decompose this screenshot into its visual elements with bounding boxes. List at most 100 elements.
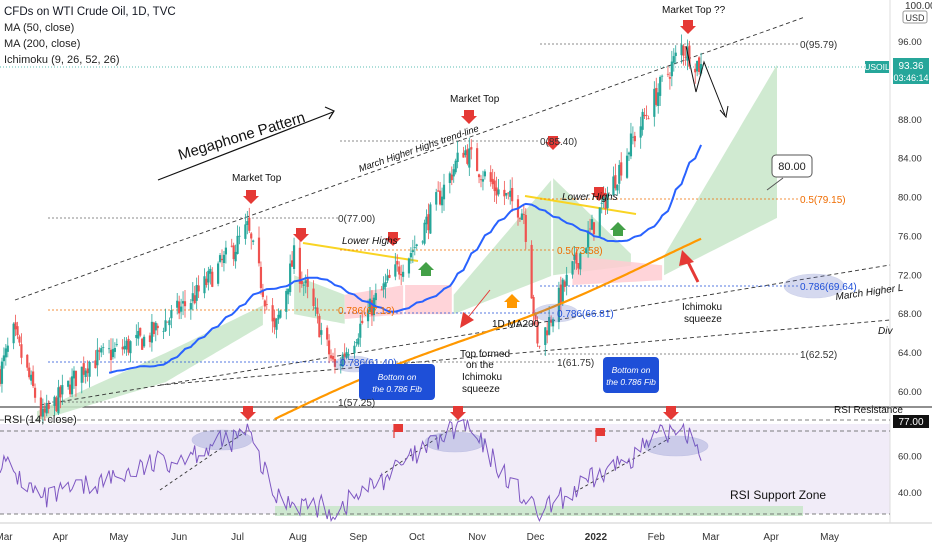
candle-body: [261, 289, 264, 297]
cloud-segment: [572, 255, 663, 285]
candle-body: [468, 148, 471, 168]
candle-body: [277, 314, 280, 320]
candle-body: [698, 57, 701, 72]
candle-body: [57, 387, 60, 414]
candle-body: [246, 221, 249, 225]
note-bottom-fib-2-line2: the 0.786 Fib: [606, 377, 656, 387]
target-box: [771, 154, 813, 178]
candle-body: [616, 184, 619, 191]
candle-body: [645, 115, 648, 117]
candle-body: [548, 317, 551, 335]
projection-path: [685, 45, 726, 116]
candle-body: [74, 370, 78, 387]
candle-body: [384, 281, 387, 287]
candle-body: [409, 253, 412, 258]
candle-body: [238, 235, 241, 237]
rsi-resistance-value: 77.00: [898, 417, 923, 428]
legend-ichimoku[interactable]: Ichimoku (9, 26, 52, 26): [4, 54, 120, 66]
candle-body: [462, 152, 465, 158]
candle-body: [39, 397, 42, 417]
candle-body: [33, 387, 37, 398]
candle-body: [195, 284, 198, 301]
ma200-label: 1D MA200: [492, 319, 540, 330]
candle-body: [402, 271, 405, 277]
candle-body: [530, 244, 533, 299]
candle-body: [497, 189, 500, 195]
candle-body: [602, 192, 605, 202]
currency-button[interactable]: [902, 10, 928, 24]
legend-ma50[interactable]: MA (50, close): [4, 22, 75, 34]
candle-body: [588, 228, 592, 230]
candle-body: [41, 408, 44, 417]
candle-body: [565, 274, 568, 286]
candle-body: [590, 219, 594, 230]
price-tick-label: 72.00: [898, 270, 922, 281]
candle-body: [429, 204, 432, 234]
candle-body: [407, 258, 411, 274]
candle-body: [696, 60, 699, 72]
time-tick-label: Sep: [349, 532, 367, 543]
candle-body: [316, 307, 319, 314]
price-tick-label: 88.00: [898, 115, 922, 126]
candle-body: [641, 111, 644, 130]
candlesticks: [0, 34, 703, 425]
candle-body: [355, 342, 358, 344]
candle-body: [672, 56, 675, 63]
candle-body: [279, 310, 282, 318]
divergence-trendline: [159, 319, 891, 386]
candle-body: [230, 245, 233, 247]
time-tick-label: Apr: [763, 532, 779, 543]
price-tick-label: 64.00: [898, 348, 922, 359]
ellipse-rsi-2: [424, 431, 486, 453]
candle-body: [668, 77, 671, 79]
candle-body: [331, 356, 335, 360]
fib-label-mid-05: 0.5(73.58): [557, 246, 603, 257]
candle-body: [647, 118, 650, 120]
candle-body: [505, 193, 508, 196]
candle-body: [265, 304, 268, 305]
candle-body: [491, 178, 494, 185]
candle-body: [127, 338, 130, 353]
time-tick-label: Aug: [289, 532, 307, 543]
candle-body: [129, 341, 132, 354]
candle-body: [121, 346, 124, 350]
candle-body: [20, 344, 23, 358]
candle-body: [143, 336, 146, 347]
lower-highs-label-2: Lower Highs: [562, 192, 618, 203]
legend-ma200[interactable]: MA (200, close): [4, 38, 81, 50]
candle-body: [437, 190, 440, 192]
candle-body: [252, 240, 255, 242]
candle-body: [425, 216, 428, 225]
arrow-market-top-2: [461, 110, 477, 124]
fib-label-low-0786-2: 0.786(61.40): [340, 358, 397, 369]
candle-body: [166, 321, 169, 323]
candle-body: [398, 266, 401, 275]
candle-body: [211, 271, 214, 287]
legend-rsi[interactable]: RSI (14, close): [4, 414, 77, 426]
candle-body: [629, 133, 633, 157]
candle-body: [507, 192, 510, 194]
candle-body: [86, 368, 89, 374]
candle-body: [544, 327, 547, 346]
candle-body: [67, 380, 70, 387]
candle-body: [674, 52, 677, 57]
candle-body: [70, 376, 74, 395]
candle-body: [577, 263, 580, 269]
rsi-resistance-label: RSI Resistance: [834, 405, 903, 416]
candle-body: [82, 363, 85, 375]
candle-body: [631, 136, 634, 138]
price-tick-label: 68.00: [898, 309, 922, 320]
rsi-support-zone-label: RSI Support Zone: [730, 488, 826, 502]
countdown: 03:46:14: [893, 73, 928, 83]
candle-body: [154, 322, 157, 331]
candle-body: [450, 174, 453, 181]
candle-body: [657, 92, 660, 106]
ellipse-fib-top: [783, 273, 845, 299]
candle-body: [209, 268, 212, 274]
higher-lows-trendline: [39, 264, 891, 406]
ichimoku-squeeze-line-2: squeeze: [684, 314, 722, 325]
candle-body: [413, 246, 416, 248]
candle-body: [357, 338, 360, 345]
ellipse-rsi-1: [191, 429, 253, 451]
